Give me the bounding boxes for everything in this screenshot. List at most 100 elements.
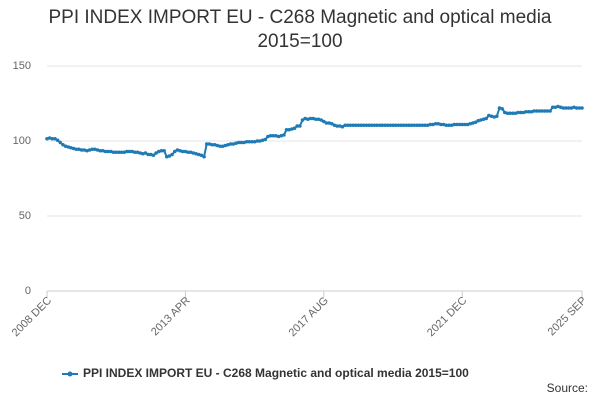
point (393, 123, 398, 128)
point (364, 123, 369, 128)
point (439, 122, 443, 127)
point (580, 106, 584, 110)
point (151, 153, 156, 158)
point (119, 150, 124, 155)
point (444, 123, 449, 128)
point (180, 149, 185, 154)
y-tick-label: 50 (19, 210, 31, 222)
point (340, 124, 345, 129)
point (314, 117, 318, 122)
point (356, 123, 361, 128)
point (407, 123, 411, 128)
point (250, 139, 254, 144)
point (516, 110, 520, 115)
point (300, 118, 305, 122)
point (255, 139, 260, 143)
point (369, 123, 374, 128)
legend-marker (67, 371, 73, 377)
point (170, 152, 174, 157)
point (244, 139, 249, 144)
point (524, 109, 528, 114)
point (388, 123, 393, 128)
point (399, 123, 403, 128)
point (167, 154, 172, 158)
point (510, 111, 515, 116)
point (561, 106, 566, 110)
x-tick-label: 2017 AUG (287, 295, 331, 339)
point (537, 109, 542, 113)
point (268, 133, 273, 138)
point (564, 106, 568, 110)
point (351, 123, 355, 128)
x-tick-label: 2013 APR (149, 295, 193, 339)
point (375, 123, 379, 128)
point (111, 150, 116, 155)
point (447, 123, 451, 128)
point (508, 111, 512, 116)
point (359, 123, 363, 128)
point (457, 122, 462, 127)
point (133, 150, 137, 155)
point (127, 149, 132, 154)
point (542, 109, 547, 113)
point (345, 123, 350, 128)
point (500, 106, 504, 111)
point (353, 123, 358, 128)
point (420, 123, 425, 128)
point (319, 118, 323, 122)
point (90, 147, 95, 152)
point (417, 123, 422, 128)
point (154, 151, 158, 155)
point (380, 123, 385, 128)
point (534, 109, 539, 113)
point (98, 148, 103, 153)
point (162, 148, 166, 153)
y-tick-label: 100 (13, 135, 31, 147)
point (401, 123, 406, 128)
point (114, 150, 119, 155)
point (383, 123, 387, 128)
point (284, 127, 289, 132)
point (172, 149, 177, 154)
point (247, 139, 252, 144)
point (526, 109, 531, 114)
point (199, 153, 204, 158)
point (377, 123, 382, 128)
point (577, 106, 582, 110)
point (330, 121, 334, 126)
point (335, 124, 339, 128)
point (433, 121, 438, 126)
point (146, 152, 150, 157)
point (103, 149, 108, 154)
point (308, 116, 313, 121)
point (61, 142, 65, 147)
point (455, 122, 459, 127)
point (236, 140, 241, 145)
point (202, 154, 206, 159)
point (343, 123, 347, 128)
x-tick-label: 2021 DEC (425, 295, 469, 339)
point (322, 119, 326, 124)
point (415, 123, 419, 128)
point (263, 137, 268, 142)
y-tick-label: 150 (13, 60, 31, 72)
point (143, 151, 148, 155)
point (423, 123, 427, 128)
point (367, 123, 371, 128)
point (396, 123, 401, 128)
point (58, 140, 63, 145)
point (484, 116, 488, 121)
point (505, 111, 510, 116)
point (391, 123, 395, 128)
point (372, 123, 377, 128)
point (532, 109, 536, 113)
x-tick-label: 2025 SEP (546, 295, 590, 339)
point (186, 150, 190, 155)
y-tick-label: 0 (25, 285, 31, 297)
point (228, 142, 233, 146)
point (53, 136, 57, 141)
point (218, 144, 222, 149)
point (106, 149, 111, 154)
